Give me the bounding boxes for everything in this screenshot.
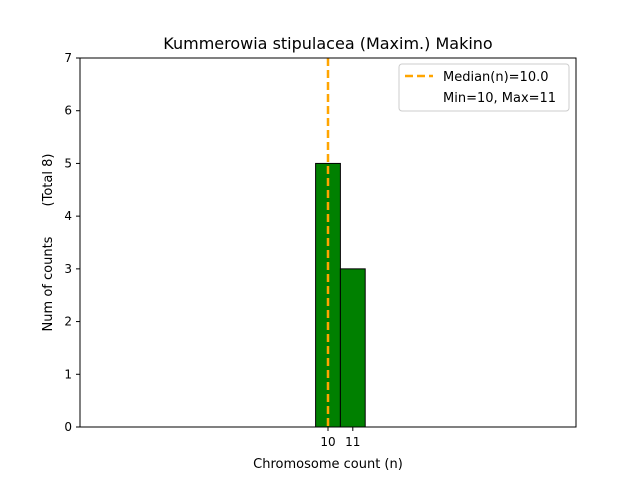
y-axis-label: Num of counts bbox=[41, 236, 56, 331]
legend-median-label: Median(n)=10.0 bbox=[443, 70, 549, 85]
y-tick-label-3: 3 bbox=[64, 262, 72, 276]
y-axis-total-label: (Total 8) bbox=[41, 154, 56, 207]
x-tick-label-10: 10 bbox=[320, 435, 335, 449]
legend-range-label: Min=10, Max=11 bbox=[443, 91, 556, 106]
legend: Median(n)=10.0 Min=10, Max=11 bbox=[398, 63, 570, 112]
chart-title: Kummerowia stipulacea (Maxim.) Makino bbox=[163, 34, 492, 53]
x-axis-label: Chromosome count (n) bbox=[253, 457, 403, 472]
x-axis: 10 11 bbox=[320, 427, 360, 449]
y-tick-label-6: 6 bbox=[64, 104, 72, 118]
bar-11 bbox=[339, 268, 366, 428]
y-tick-label-1: 1 bbox=[64, 367, 72, 381]
y-tick-label-2: 2 bbox=[64, 315, 72, 329]
y-tick-label-5: 5 bbox=[64, 156, 72, 170]
y-tick-label-4: 4 bbox=[64, 209, 72, 223]
y-tick-label-7: 7 bbox=[64, 51, 72, 65]
legend-frame bbox=[398, 63, 570, 112]
x-tick-label-11: 11 bbox=[345, 435, 360, 449]
y-tick-label-0: 0 bbox=[64, 420, 72, 434]
axes-frame bbox=[79, 57, 577, 428]
y-axis: 0 1 2 3 4 5 6 7 bbox=[64, 51, 80, 434]
plot-area bbox=[80, 58, 440, 428]
